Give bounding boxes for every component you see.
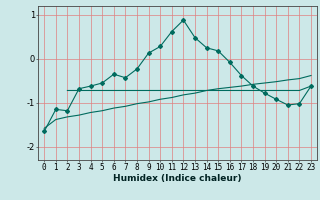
- X-axis label: Humidex (Indice chaleur): Humidex (Indice chaleur): [113, 174, 242, 183]
